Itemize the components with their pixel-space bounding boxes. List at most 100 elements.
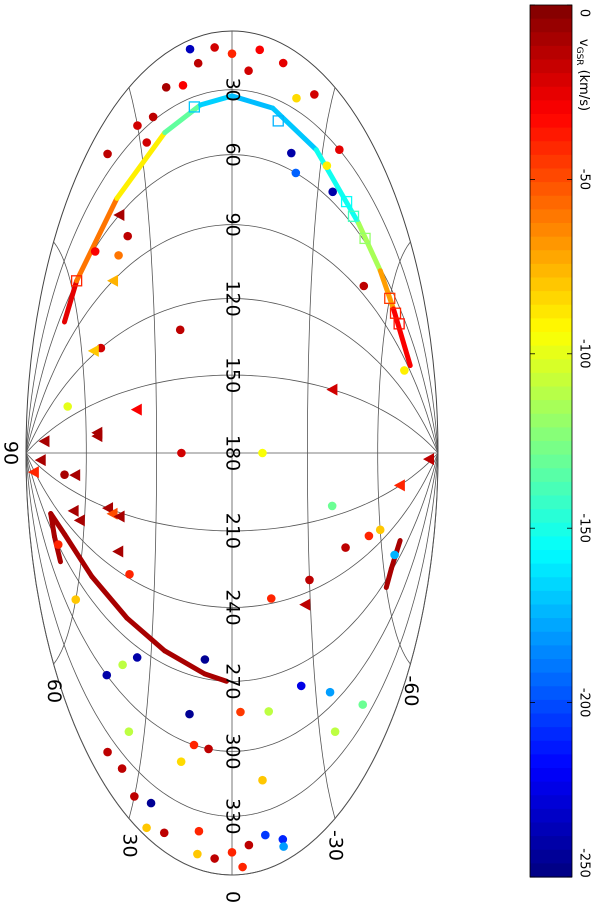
star-point <box>71 595 81 604</box>
triangle-point <box>107 274 119 287</box>
square-point <box>359 232 371 245</box>
colorbar-label: vGSR (km/s) <box>575 39 592 111</box>
star-point <box>210 854 219 863</box>
square-point <box>272 115 284 127</box>
parallel <box>128 87 157 819</box>
colorbar-band <box>530 291 572 306</box>
square-point <box>340 195 353 208</box>
colorbar-band <box>530 86 572 101</box>
marks <box>27 43 434 872</box>
triangle-point <box>34 454 46 467</box>
star-point <box>118 660 127 670</box>
colorbar-band <box>530 359 572 374</box>
labels: 30 60 90 120 150 180 210 240 270 300 330 0 90 60 30 -30… <box>0 78 422 903</box>
star-point <box>278 835 288 844</box>
lon-label: 180 <box>222 435 244 471</box>
colorbar-tick-label: -100 <box>577 339 592 369</box>
colorbar-band <box>530 236 572 251</box>
colorbar-band <box>530 849 572 864</box>
star-point <box>287 148 296 158</box>
colorbar-band <box>530 768 572 783</box>
colorbar-band <box>530 631 572 646</box>
lon-label: 330 <box>222 798 244 834</box>
star-point <box>125 569 134 579</box>
colorbar-band <box>530 304 572 319</box>
parallel <box>307 87 336 819</box>
star-point <box>359 281 369 291</box>
star-point <box>325 687 335 697</box>
lon-label: 0 <box>222 891 244 903</box>
star-point <box>193 849 202 859</box>
track-segment <box>51 534 63 565</box>
colorbar-band <box>530 604 572 619</box>
star-point <box>264 707 274 716</box>
square-point <box>70 275 83 287</box>
colorbar-band <box>530 182 572 197</box>
lat-label: 30 <box>118 833 140 857</box>
colorbar-band <box>530 263 572 279</box>
star-point <box>124 727 134 736</box>
colorbar-band <box>530 32 572 47</box>
star-point <box>375 525 385 535</box>
star-point <box>103 747 112 757</box>
colorbar-band <box>530 740 572 755</box>
triangle-point <box>113 208 125 221</box>
lat-label: 90 <box>0 441 21 465</box>
colorbar-band <box>530 154 572 170</box>
label-main: v <box>577 39 592 47</box>
colorbar-band <box>530 563 572 578</box>
colorbar-band <box>530 441 572 456</box>
triangle-point <box>422 453 434 466</box>
star-point <box>358 700 368 709</box>
colorbar-band <box>530 114 572 129</box>
colorbar-band <box>530 713 572 728</box>
track-segment <box>114 130 168 201</box>
colorbar-tick-label: -50 <box>577 169 592 190</box>
track-segment <box>89 574 130 621</box>
lon-label: 270 <box>222 663 244 699</box>
colorbar-band <box>530 45 572 61</box>
colorbar-band <box>530 427 572 442</box>
colorbar-band <box>530 195 572 210</box>
star-point <box>90 247 100 256</box>
star-point <box>322 161 332 171</box>
lon-label: 240 <box>222 589 244 625</box>
colorbar-band <box>530 659 572 674</box>
star-point <box>161 82 171 92</box>
label-unit: (km/s) <box>577 70 592 112</box>
colorbar-band <box>530 18 572 33</box>
star-point <box>177 448 186 458</box>
track-segment <box>229 93 276 111</box>
star-point <box>258 448 267 458</box>
track-segment <box>270 105 319 153</box>
star-point <box>258 775 267 785</box>
colorbar-band <box>530 318 572 333</box>
star-point <box>292 93 301 103</box>
colorbar-band <box>530 372 572 388</box>
track-segment <box>313 147 362 226</box>
colorbar-band <box>530 727 572 742</box>
star-point <box>279 842 288 851</box>
star-point <box>330 727 340 736</box>
square-point <box>384 292 396 305</box>
colorbar-band <box>530 481 572 497</box>
star-point <box>364 531 374 541</box>
colorbar-band <box>530 345 572 360</box>
track-segment <box>198 93 235 108</box>
lon-label: 150 <box>222 357 244 393</box>
label-sub: GSR <box>575 47 585 66</box>
colorbar-band <box>530 590 572 606</box>
lon-label: 300 <box>222 733 244 769</box>
star-point <box>236 707 245 717</box>
colorbar-band <box>530 795 572 810</box>
star-point <box>146 798 156 808</box>
star-point <box>194 826 204 836</box>
track-segment <box>74 195 120 284</box>
colorbar-band <box>530 454 572 469</box>
colorbar-band <box>530 781 572 796</box>
star-point <box>327 501 337 511</box>
star-point <box>200 655 210 664</box>
lat-label: -30 <box>325 830 347 861</box>
track-segment <box>383 566 394 590</box>
